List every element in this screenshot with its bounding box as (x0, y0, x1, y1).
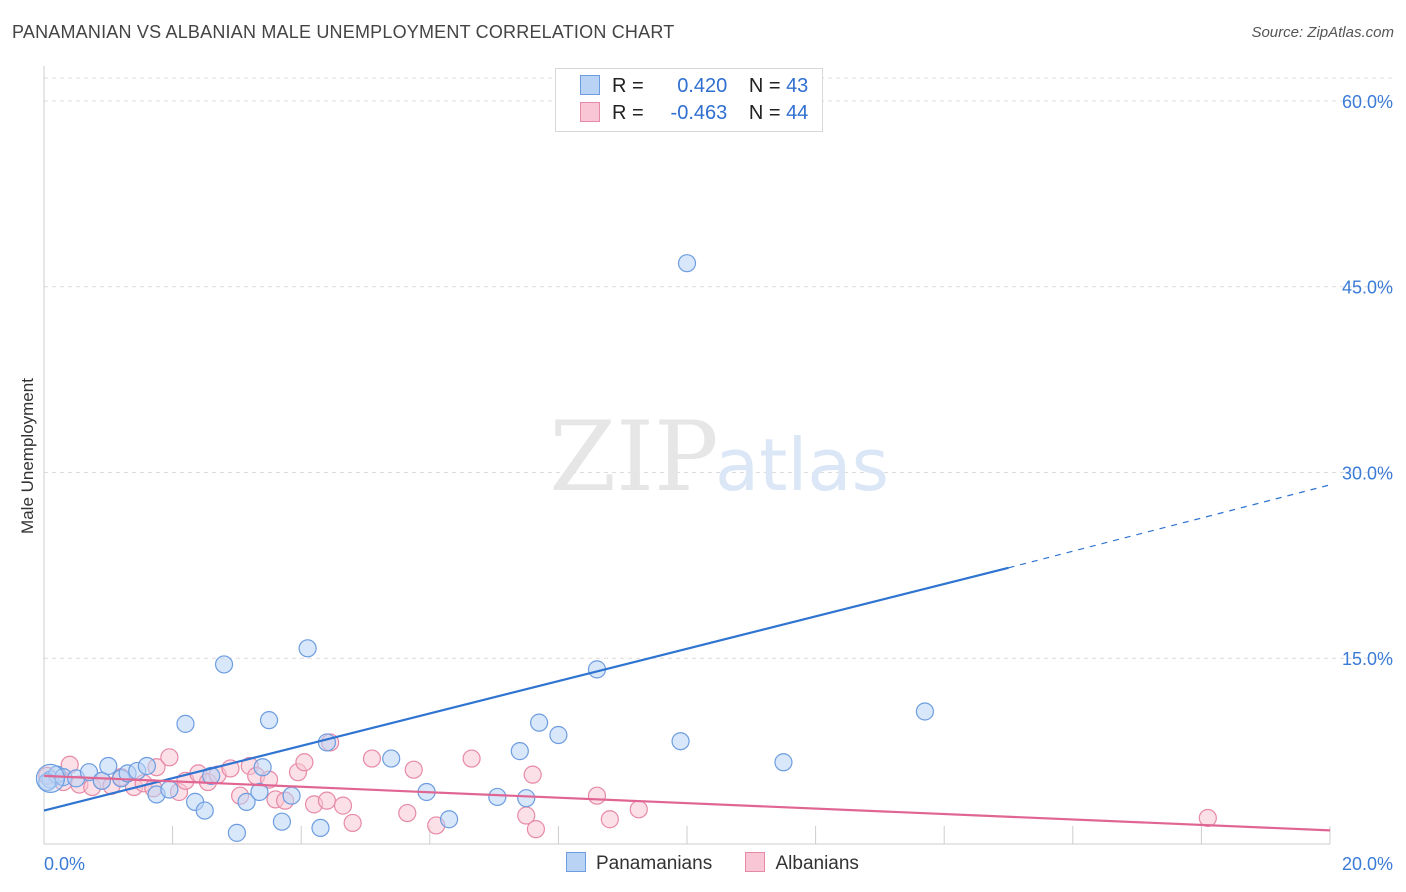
legend-n-label: N = (748, 102, 781, 124)
correlation-legend: R = 0.420 N = 43 R = -0.463 N = 44 (555, 68, 823, 132)
legend-swatch-pink (745, 852, 766, 872)
grid-lines (44, 77, 1394, 659)
legend-item-panamanians[interactable]: Panamanians (566, 852, 712, 875)
legend-r-value-panamanians: 0.420 (677, 75, 728, 97)
legend-r-label: R = (612, 75, 644, 97)
legend-n-label: N = (748, 75, 781, 97)
panamanian-point (549, 725, 568, 745)
panamanian-point (488, 787, 507, 807)
legend-r-label: R = (612, 102, 644, 124)
panamanian-point (227, 823, 246, 842)
legend-n-value-albanians: 44 (786, 102, 809, 124)
albanian-point (398, 803, 417, 823)
legend-item-albanians[interactable]: Albanians (745, 852, 859, 875)
series-legend: Panamanians Albanians (566, 852, 887, 875)
y-tick-label: 30.0% (1342, 463, 1393, 483)
panamanian-point (671, 732, 690, 751)
panamanian-point (176, 714, 195, 733)
panamanian-point (298, 639, 317, 658)
watermark-atlas: atlas (715, 423, 889, 507)
panamanian-point (237, 792, 256, 811)
legend-row-albanians: R = -0.463 N = 44 (580, 102, 808, 126)
panamanians-trend-line (43, 566, 1009, 812)
albanian-point (333, 796, 353, 815)
panamanian-point (510, 742, 529, 761)
panamanian-point (137, 756, 156, 776)
chart-title: PANAMANIAN VS ALBANIAN MALE UNEMPLOYMENT… (12, 22, 675, 42)
legend-n-value-panamanians: 43 (786, 75, 809, 97)
panamanians-trend-extension (1008, 484, 1331, 569)
legend-swatch-blue (580, 75, 600, 95)
y-tick-label: 15.0% (1342, 649, 1393, 669)
albanians-points (38, 733, 1217, 839)
panamanian-point (382, 749, 401, 768)
tick-labels: 15.0% 30.0% 45.0% 60.0% 0.0% 20.0% (44, 92, 1393, 874)
albanian-point (600, 810, 619, 829)
albanian-point (462, 749, 481, 768)
panamanian-point (439, 810, 459, 829)
panamanian-point (282, 786, 301, 805)
panamanian-point (99, 756, 118, 776)
albanian-point (343, 813, 362, 833)
albanian-point (295, 753, 314, 772)
albanian-point (160, 748, 179, 767)
albanian-point (1198, 808, 1217, 828)
panamanian-point (79, 763, 99, 782)
legend-swatch-pink (580, 102, 600, 122)
panamanian-point (214, 655, 234, 674)
source-label: Source: ZipAtlas.com (1251, 24, 1394, 41)
panamanian-point (250, 782, 269, 802)
legend-label-panamanians: Panamanians (596, 853, 713, 874)
trend-lines (43, 484, 1331, 832)
x-tick-label: 0.0% (44, 854, 85, 874)
panamanians-points (35, 112, 935, 842)
panamanian-point (774, 753, 793, 772)
y-tick-label: 60.0% (1342, 92, 1393, 112)
legend-r-value-albanians: -0.463 (670, 102, 728, 124)
panamanian-point (272, 812, 292, 831)
albanian-point (317, 791, 337, 810)
panamanian-point (517, 789, 536, 808)
albanian-point (526, 820, 545, 839)
panamanian-point (259, 711, 279, 730)
albanians-trend-line (43, 774, 1331, 832)
panamanian-point (915, 702, 935, 721)
panamanian-point (253, 758, 272, 777)
panamanian-point (160, 780, 179, 799)
panamanian-point (317, 733, 337, 752)
x-tick-label: 20.0% (1342, 854, 1393, 874)
panamanian-point (311, 818, 330, 838)
albanian-point (629, 800, 648, 819)
watermark-zip: ZIP (549, 401, 718, 513)
panamanian-point (195, 801, 214, 820)
panamanian-point (677, 254, 697, 273)
albanian-point (587, 786, 607, 805)
legend-label-albanians: Albanians (775, 853, 859, 874)
legend-row-panamanians: R = 0.420 N = 43 (580, 75, 808, 99)
y-tick-label: 45.0% (1342, 278, 1393, 298)
albanian-point (523, 765, 542, 784)
watermark: ZIP atlas (549, 401, 889, 513)
panamanian-point (530, 713, 549, 732)
legend-swatch-blue (566, 852, 586, 872)
albanian-point (362, 749, 382, 768)
panamanian-point (38, 772, 57, 792)
albanian-point (404, 760, 423, 779)
panamanian-cluster-point (35, 763, 66, 793)
